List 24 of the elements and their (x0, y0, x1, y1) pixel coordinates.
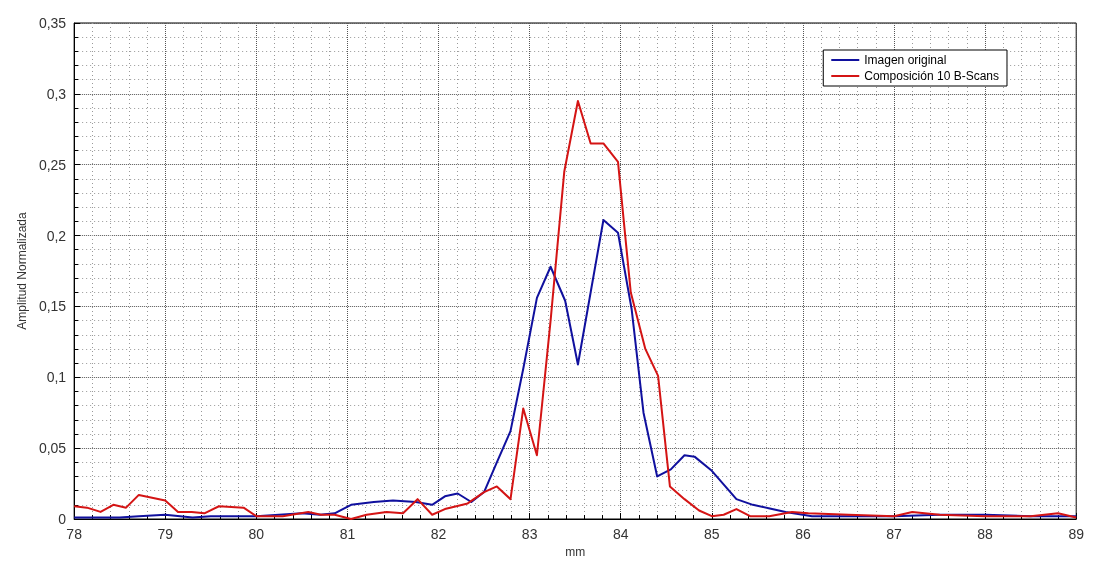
legend-label: Imagen original (864, 53, 947, 67)
x-tick-label: 84 (612, 526, 629, 542)
x-axis-title: mm (565, 544, 586, 559)
y-tick-label: 0,25 (38, 156, 67, 173)
y-tick-label: 0,15 (38, 298, 67, 315)
x-tick-label: 81 (339, 526, 356, 542)
x-tick-label: 79 (157, 526, 174, 542)
x-tick-label: 87 (886, 526, 903, 542)
x-tick-label: 80 (248, 526, 265, 542)
y-tick-label: 0,1 (46, 369, 67, 386)
y-tick-label: 0 (58, 511, 67, 527)
x-tick-label: 89 (1068, 526, 1085, 542)
y-tick-label: 0,05 (38, 440, 67, 457)
x-tick-label: 86 (795, 526, 811, 542)
y-tick-label: 0,3 (46, 85, 67, 102)
legend-label: Composición 10 B-Scans (864, 69, 999, 83)
x-tick-label: 83 (521, 526, 538, 542)
y-tick-label: 0,35 (38, 15, 67, 31)
x-tick-label: 82 (430, 526, 447, 542)
y-axis-title: Amplitud Normalizada (15, 211, 29, 330)
x-tick-label: 88 (977, 526, 994, 542)
y-tick-label: 0,2 (46, 227, 67, 244)
x-tick-label: 85 (704, 526, 720, 542)
x-tick-label: 78 (66, 526, 83, 542)
